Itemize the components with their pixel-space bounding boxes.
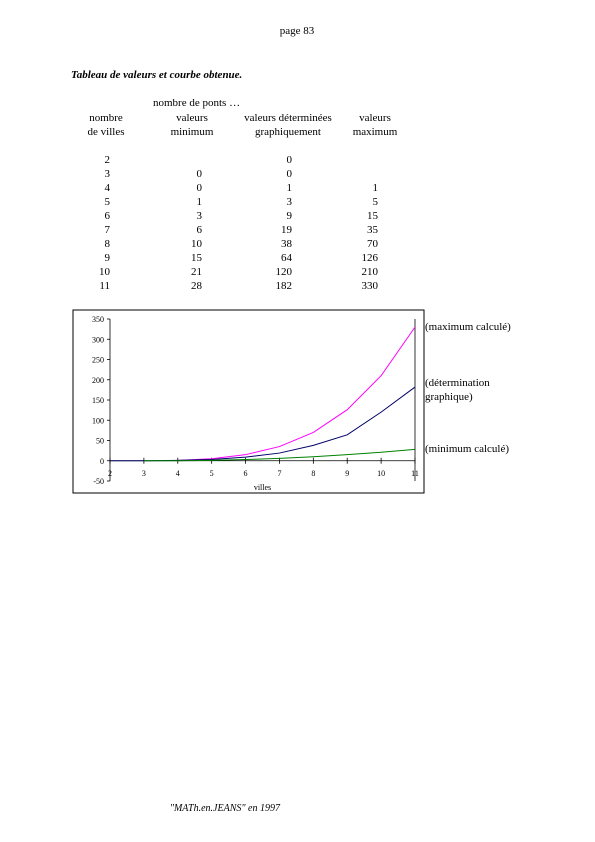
- table-cell: 6: [105, 210, 111, 222]
- column-header: valeurs déterminées: [244, 112, 332, 124]
- page-number: page 83: [280, 25, 315, 37]
- column-header: minimum: [171, 126, 214, 138]
- group-header: nombre de ponts …: [153, 97, 240, 109]
- chart-frame: [72, 309, 425, 494]
- table-cell: 8: [105, 238, 111, 250]
- x-tick-label: 3: [142, 469, 146, 478]
- table-cell: 21: [191, 266, 202, 278]
- table-cell: 4: [105, 182, 111, 194]
- y-tick-label: 150: [92, 396, 104, 405]
- legend-label: (détermination graphique): [425, 377, 490, 403]
- y-tick-label: 100: [92, 416, 104, 425]
- table-cell: 1: [287, 182, 293, 194]
- x-axis-label: villes: [254, 483, 271, 492]
- x-tick-label: 11: [411, 469, 419, 478]
- table-cell: 0: [197, 182, 203, 194]
- series-line: [110, 386, 416, 462]
- table-cell: 9: [287, 210, 293, 222]
- table-cell: 9: [105, 252, 111, 264]
- legend-label: (maximum calculé): [425, 321, 511, 333]
- table-cell: 19: [281, 224, 293, 236]
- table-cell: 0: [287, 168, 293, 180]
- table-cell: 28: [191, 280, 203, 292]
- table-cell: 10: [191, 238, 203, 250]
- y-tick-label: 50: [96, 437, 104, 446]
- x-tick-label: 9: [345, 469, 349, 478]
- table-cell: 3: [105, 168, 111, 180]
- y-tick-label: 300: [92, 335, 104, 344]
- table-cell: 7: [105, 224, 111, 236]
- column-header: maximum: [353, 126, 398, 138]
- table-cell: 0: [287, 154, 293, 166]
- table-cell: 1: [197, 196, 203, 208]
- footer: "MATh.en.JEANS" en 1997: [170, 803, 281, 814]
- table-cell: 38: [281, 238, 293, 250]
- table-cell: 120: [276, 266, 293, 278]
- heading: Tableau de valeurs et courbe obtenue.: [71, 69, 242, 81]
- table-cell: 15: [367, 210, 379, 222]
- table-cell: 5: [105, 196, 111, 208]
- table-cell: 3: [197, 210, 203, 222]
- table-cell: 6: [197, 224, 203, 236]
- x-tick-label: 2: [108, 469, 112, 478]
- table-cell: 0: [197, 168, 203, 180]
- column-header: graphiquement: [255, 126, 321, 138]
- series-line: [177, 326, 416, 461]
- table-cell: 1: [373, 182, 379, 194]
- legend-label: (minimum calculé): [425, 443, 509, 455]
- table-cell: 70: [367, 238, 379, 250]
- series-line: [143, 448, 416, 462]
- x-tick-label: 8: [311, 469, 315, 478]
- table-cell: 126: [362, 252, 379, 264]
- column-header: valeurs: [176, 112, 208, 124]
- table-cell: 10: [99, 266, 111, 278]
- table-cell: 2: [105, 154, 111, 166]
- y-tick-label: -50: [93, 477, 104, 486]
- table-cell: 3: [287, 196, 293, 208]
- table-cell: 210: [362, 266, 379, 278]
- x-tick-label: 7: [277, 469, 281, 478]
- column-header: de villes: [88, 126, 125, 138]
- y-tick-label: 0: [100, 457, 104, 466]
- table-cell: 330: [362, 280, 379, 292]
- x-tick-label: 4: [176, 469, 180, 478]
- table-cell: 182: [276, 280, 293, 292]
- column-header: nombre: [89, 112, 123, 124]
- table-cell: 11: [99, 280, 110, 292]
- y-tick-label: 350: [92, 315, 104, 324]
- x-tick-label: 5: [210, 469, 214, 478]
- y-tick-label: 200: [92, 376, 104, 385]
- table-cell: 64: [281, 252, 293, 264]
- x-tick-label: 10: [377, 469, 385, 478]
- table-cell: 5: [373, 196, 379, 208]
- table-cell: 15: [191, 252, 203, 264]
- column-header: valeurs: [359, 112, 391, 124]
- x-tick-label: 6: [244, 469, 248, 478]
- y-tick-label: 250: [92, 356, 104, 365]
- table-cell: 35: [367, 224, 379, 236]
